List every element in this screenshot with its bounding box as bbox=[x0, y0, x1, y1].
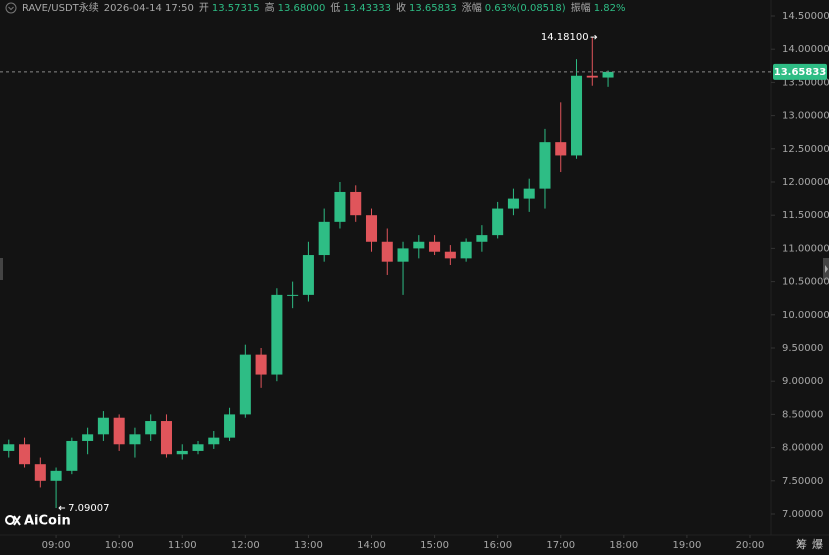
y-tick-label: 14.50000 bbox=[782, 11, 829, 22]
y-tick-label: 8.00000 bbox=[782, 443, 823, 454]
candle-body bbox=[492, 208, 504, 236]
y-tick-label: 13.00000 bbox=[782, 111, 829, 122]
min-label: 7.09007 bbox=[68, 503, 109, 514]
y-tick-label: 8.50000 bbox=[782, 409, 823, 420]
y-tick-label: 10.50000 bbox=[782, 277, 829, 288]
candle-body bbox=[523, 188, 535, 199]
corner-button[interactable]: 爆 bbox=[812, 537, 823, 551]
watermark: AiCoin bbox=[24, 514, 71, 529]
x-tick-label: 18:00 bbox=[609, 540, 638, 551]
y-tick-label: 9.50000 bbox=[782, 343, 823, 354]
max-label: 14.18100 bbox=[541, 32, 589, 43]
x-tick-label: 19:00 bbox=[672, 540, 701, 551]
info-value: 13.57315 bbox=[212, 3, 260, 14]
max-arrow bbox=[590, 34, 598, 40]
candle-body bbox=[192, 444, 204, 451]
info-label: 涨幅 bbox=[462, 1, 482, 14]
min-arrow bbox=[58, 505, 66, 511]
candle-body bbox=[208, 437, 220, 445]
last-price-tag bbox=[773, 63, 827, 80]
candle-body bbox=[145, 421, 157, 435]
candle-body bbox=[539, 142, 551, 189]
x-tick-label: 13:00 bbox=[294, 540, 323, 551]
candle-body bbox=[334, 191, 346, 222]
candle-body bbox=[19, 444, 31, 465]
x-tick-label: 09:00 bbox=[42, 540, 71, 551]
candle-body bbox=[555, 142, 567, 156]
info-label: 高 bbox=[265, 1, 275, 14]
candle-body bbox=[413, 241, 425, 249]
collapse-icon bbox=[8, 6, 14, 11]
info-value: 1.82% bbox=[594, 3, 626, 14]
header: RAVE/USDT永续 2026-04-14 17:50 开 13.57315 高 13.… bbox=[22, 1, 625, 14]
x-tick-label: 14:00 bbox=[357, 540, 386, 551]
info-label: 收 bbox=[396, 1, 406, 14]
watermark-logo bbox=[5, 515, 21, 526]
y-tick-label: 12.50000 bbox=[782, 144, 829, 155]
candle-body bbox=[97, 417, 109, 435]
info-value: 13.68000 bbox=[278, 3, 326, 14]
candle-body bbox=[255, 354, 267, 375]
y-tick-label: 11.00000 bbox=[782, 243, 829, 254]
candle-body bbox=[176, 450, 188, 455]
x-tick-label: 20:00 bbox=[736, 540, 765, 551]
side-tab-arrow bbox=[825, 265, 828, 273]
candle-body bbox=[429, 241, 441, 252]
x-tick-label: 15:00 bbox=[420, 540, 449, 551]
candle-body bbox=[239, 354, 251, 415]
candle-body bbox=[570, 75, 583, 156]
candle-body bbox=[50, 470, 62, 481]
candle-body bbox=[365, 215, 378, 242]
candle-body bbox=[224, 414, 236, 438]
y-tick-label: 13.50000 bbox=[782, 77, 829, 88]
y-tick-label: 9.00000 bbox=[782, 376, 823, 387]
info-label: 低 bbox=[330, 1, 340, 14]
candle-body bbox=[287, 294, 299, 296]
candle-body bbox=[66, 440, 78, 471]
y-tick-label: 7.00000 bbox=[782, 509, 823, 520]
x-tick-label: 16:00 bbox=[483, 540, 512, 551]
y-tick-label: 12.00000 bbox=[782, 177, 829, 188]
last-price-label: 13.65833 bbox=[774, 67, 827, 78]
x-tick-label: 10:00 bbox=[105, 540, 134, 551]
y-tick-label: 11.50000 bbox=[782, 210, 829, 221]
y-tick-label: 7.50000 bbox=[782, 476, 823, 487]
candle-body bbox=[476, 235, 488, 242]
candle-body bbox=[381, 241, 393, 262]
candle-body bbox=[586, 75, 598, 78]
candle-body bbox=[113, 417, 125, 445]
side-tab[interactable] bbox=[0, 258, 3, 280]
candle-body bbox=[444, 251, 456, 259]
candle-body bbox=[3, 444, 15, 451]
candle-body bbox=[350, 191, 362, 216]
datetime: 2026-04-14 17:50 bbox=[104, 3, 194, 14]
candle-body bbox=[34, 464, 46, 481]
candle-body bbox=[602, 71, 614, 78]
candle-body bbox=[318, 221, 330, 256]
candle-body bbox=[271, 294, 283, 375]
candle-body bbox=[129, 434, 141, 445]
candle-body bbox=[160, 421, 172, 455]
info-value: 0.63%(0.08518) bbox=[485, 3, 566, 14]
corner-button[interactable]: 筹 bbox=[796, 537, 807, 551]
symbol: RAVE/USDT永续 bbox=[22, 1, 99, 14]
info-label: 开 bbox=[199, 3, 209, 14]
info-value: 13.43333 bbox=[343, 3, 391, 14]
info-label: 振幅 bbox=[571, 1, 591, 14]
x-tick-label: 11:00 bbox=[168, 540, 197, 551]
candle-body bbox=[507, 198, 519, 209]
candle-body bbox=[460, 241, 472, 259]
x-tick-label: 12:00 bbox=[231, 540, 260, 551]
collapse-icon[interactable] bbox=[5, 2, 17, 14]
x-tick-label: 17:00 bbox=[546, 540, 575, 551]
info-value: 13.65833 bbox=[409, 3, 457, 14]
candle-body bbox=[397, 248, 409, 262]
candle-body bbox=[82, 434, 94, 441]
candle-body bbox=[302, 255, 314, 295]
y-tick-label: 10.00000 bbox=[782, 310, 829, 321]
y-tick-label: 14.00000 bbox=[782, 44, 829, 55]
